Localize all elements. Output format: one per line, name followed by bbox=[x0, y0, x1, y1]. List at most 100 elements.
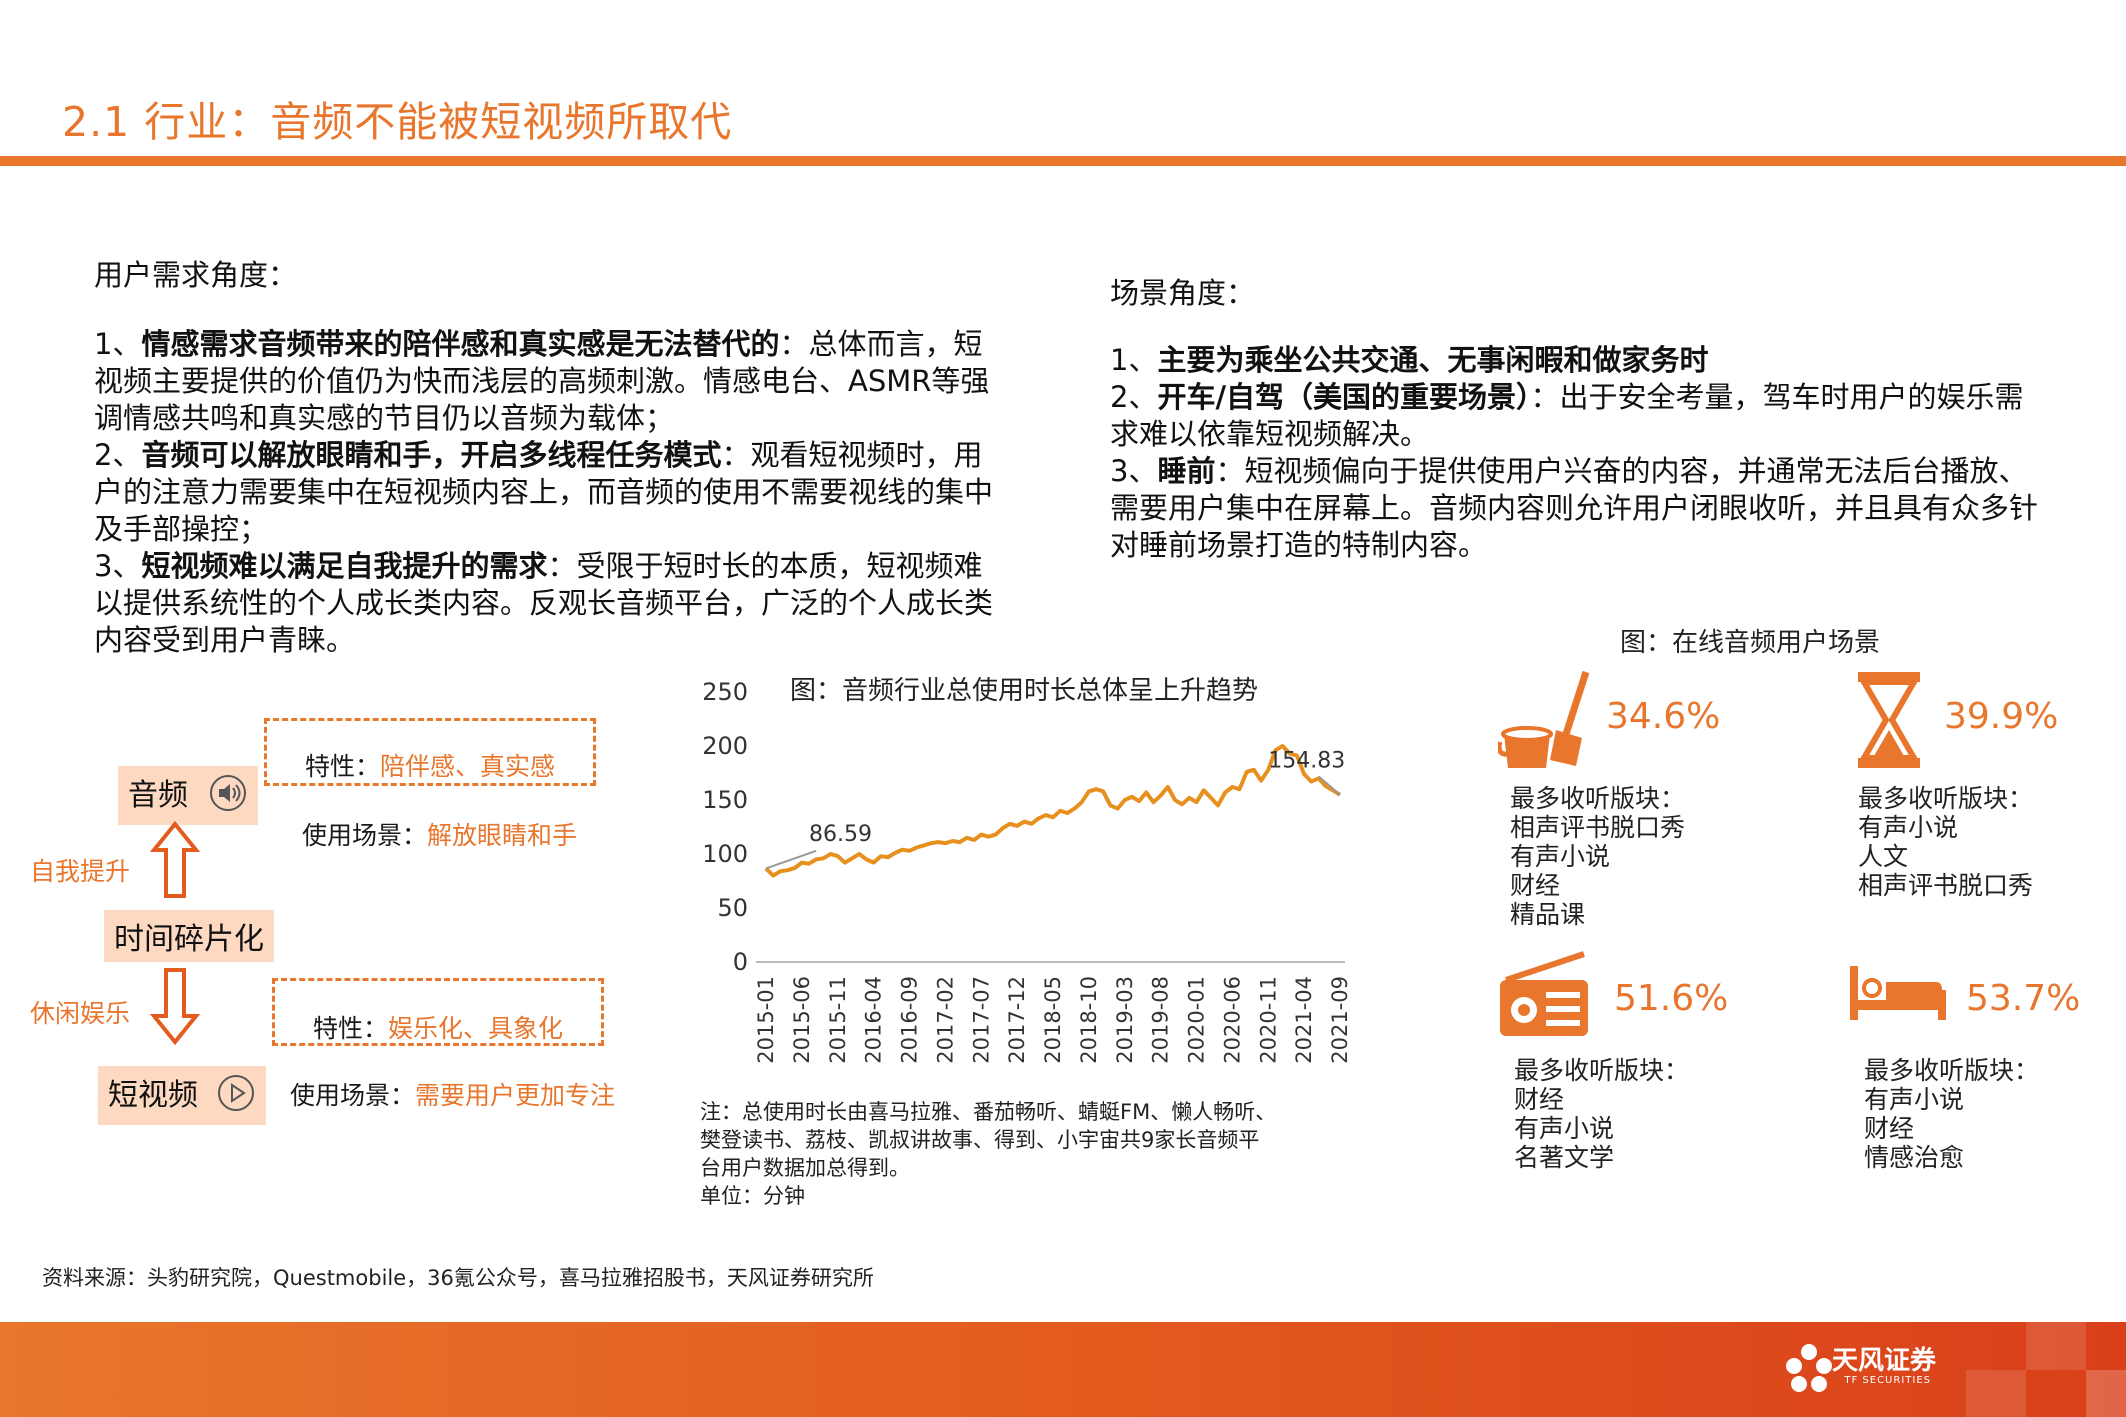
scene-4-label: 最多收听版块： bbox=[1864, 1056, 2040, 1085]
x-tick-label: 2017-12 bbox=[1005, 976, 1029, 1064]
video-scene-key: 使用场景： bbox=[290, 1081, 416, 1110]
x-tick-label: 2021-04 bbox=[1292, 976, 1316, 1064]
scene-1-line-4: 精品课 bbox=[1510, 900, 1586, 929]
scene-4-line-2: 财经 bbox=[1864, 1114, 1915, 1143]
cleaning-icon bbox=[1498, 670, 1590, 768]
user-demand-point-1: 1、情感需求音频带来的陪伴感和真实感是无法替代的：总体而言，短视频主要提供的价值… bbox=[94, 327, 990, 435]
scene-1-label: 最多收听版块： bbox=[1510, 784, 1686, 813]
chart-title: 图：音频行业总使用时长总体呈上升趋势 bbox=[790, 676, 1259, 706]
x-tick-label: 2018-10 bbox=[1077, 976, 1101, 1064]
up-label: 自我提升 bbox=[30, 857, 131, 886]
x-tick-label: 2015-01 bbox=[754, 976, 778, 1064]
scene-point-1: 1、主要为乘坐公共交通、无事闲暇和做家务时 bbox=[1110, 343, 1709, 377]
short-video-label: 短视频 bbox=[108, 1078, 198, 1113]
scene-heading: 场景角度： bbox=[1110, 276, 1256, 310]
x-tick-label: 2019-08 bbox=[1149, 976, 1173, 1064]
x-tick-label: 2018-05 bbox=[1041, 976, 1065, 1064]
down-arrow-icon bbox=[150, 968, 200, 1046]
y-tick-label: 100 bbox=[702, 840, 748, 868]
scene-point-3: 3、睡前：短视频偏向于提供使用户兴奋的内容，并通常无法后台播放、需要用户集中在屏… bbox=[1110, 454, 2039, 562]
audio-trait-key: 特性： bbox=[304, 752, 380, 781]
scene-3-line-2: 有声小说 bbox=[1514, 1114, 1615, 1143]
audio-scene-value: 解放眼睛和手 bbox=[427, 821, 578, 850]
audio-scene-key: 使用场景： bbox=[302, 821, 428, 850]
chart-note-line-1: 注：总使用时长由喜马拉雅、番茄畅听、蜻蜓FM、懒人畅听、 bbox=[700, 1100, 1277, 1124]
scene-3-text: 最多收听版块： 财经 有声小说 名著文学 bbox=[1514, 1056, 1689, 1172]
scene-2-label: 最多收听版块： bbox=[1858, 784, 2034, 813]
video-scene-value: 需要用户更加专注 bbox=[415, 1081, 616, 1110]
chart-note-line-2: 樊登读书、荔枝、凯叔讲故事、得到、小宇宙共9家长音频平 bbox=[700, 1128, 1260, 1152]
footer-bar bbox=[0, 1322, 2126, 1417]
video-scene: 使用场景：需要用户更加专注 bbox=[290, 1076, 615, 1112]
scene-3-line-1: 财经 bbox=[1514, 1085, 1565, 1114]
scene-2-pct: 39.9% bbox=[1944, 696, 2059, 737]
logo-flower-icon bbox=[1786, 1344, 1832, 1392]
scene-3-label: 最多收听版块： bbox=[1514, 1056, 1690, 1085]
y-tick-label: 150 bbox=[702, 786, 748, 814]
annotation-leader bbox=[1317, 775, 1341, 796]
x-tick-label: 2015-06 bbox=[790, 976, 814, 1064]
annotation-end: 154.83 bbox=[1268, 749, 1345, 774]
up-arrow-icon bbox=[150, 820, 200, 898]
y-tick-label: 50 bbox=[717, 894, 748, 922]
series-line bbox=[764, 744, 1342, 878]
source-note: 资料来源：头豹研究院，Questmobile，36氪公众号，喜马拉雅招股书，天风… bbox=[42, 1266, 874, 1290]
x-tick-label: 2020-06 bbox=[1220, 976, 1244, 1064]
scene-1-line-1: 相声评书脱口秀 bbox=[1510, 813, 1686, 842]
x-tick-label: 2020-01 bbox=[1185, 976, 1209, 1064]
scenes-title: 图：在线音频用户场景 bbox=[1620, 628, 1881, 658]
bed-icon bbox=[1850, 966, 1946, 1020]
annotation-start: 86.59 bbox=[809, 822, 872, 847]
scene-4-line-3: 情感治愈 bbox=[1864, 1143, 1965, 1172]
video-trait-key: 特性： bbox=[312, 1014, 388, 1043]
y-tick-label: 250 bbox=[702, 678, 748, 706]
video-trait-box: 特性：娱乐化、具象化 bbox=[272, 978, 604, 1046]
scene-point-2: 2、开车/自驾（美国的重要场景）：出于安全考量，驾车时用户的娱乐需求难以依靠短视… bbox=[1110, 380, 2024, 451]
audio-scene: 使用场景：解放眼睛和手 bbox=[302, 816, 577, 852]
x-tick-label: 2016-04 bbox=[862, 976, 886, 1064]
scene-points: 1、主要为乘坐公共交通、无事闲暇和做家务时 2、开车/自驾（美国的重要场景）：出… bbox=[1110, 342, 2050, 564]
usage-line-chart: 0 50 100 150 200 250 2015-01 2015-06 2015-11 2016… bbox=[702, 678, 1352, 1064]
page-title: 2.1 行业：音频不能被短视频所取代 bbox=[62, 98, 733, 146]
annotation-leader bbox=[765, 849, 817, 870]
audio-box: 音频 bbox=[118, 766, 258, 825]
chart-unit: 单位：分钟 bbox=[700, 1184, 805, 1208]
user-demand-point-3: 3、短视频难以满足自我提升的需求：受限于短时长的本质，短视频难以提供系统性的个人… bbox=[94, 549, 994, 657]
audio-trait-value: 陪伴感、真实感 bbox=[380, 752, 556, 781]
chart-notes: 注：总使用时长由喜马拉雅、番茄畅听、蜻蜓FM、懒人畅听、 樊登读书、荔枝、凯叔讲… bbox=[700, 1098, 1276, 1210]
scene-1-text: 最多收听版块： 相声评书脱口秀 有声小说 财经 精品课 bbox=[1510, 784, 1685, 929]
x-tick-label: 2015-11 bbox=[826, 976, 850, 1064]
scene-2-line-3: 相声评书脱口秀 bbox=[1858, 871, 2034, 900]
x-tick-label: 2017-07 bbox=[969, 976, 993, 1064]
scene-2-line-2: 人文 bbox=[1858, 842, 1909, 871]
radio-icon bbox=[1500, 951, 1588, 1036]
chart-note-line-3: 台用户数据加总得到。 bbox=[700, 1156, 910, 1180]
short-video-box: 短视频 bbox=[98, 1066, 266, 1125]
down-label: 休闲娱乐 bbox=[30, 999, 131, 1028]
play-icon bbox=[216, 1073, 256, 1121]
speaker-icon bbox=[208, 773, 248, 821]
scene-1-pct: 34.6% bbox=[1606, 696, 1721, 737]
scene-1-line-3: 财经 bbox=[1510, 871, 1561, 900]
logo-text: 天风证券 bbox=[1831, 1346, 1936, 1376]
scene-4-pct: 53.7% bbox=[1966, 978, 2081, 1019]
scene-1-line-2: 有声小说 bbox=[1510, 842, 1611, 871]
video-trait-value: 娱乐化、具象化 bbox=[388, 1014, 564, 1043]
user-demand-heading: 用户需求角度： bbox=[94, 258, 298, 292]
title-divider bbox=[0, 156, 2126, 166]
x-tick-label: 2021-09 bbox=[1328, 976, 1352, 1064]
logo-subtext: TF SECURITIES bbox=[1844, 1375, 1931, 1386]
audio-label: 音频 bbox=[128, 778, 188, 813]
fragmented-time-box: 时间碎片化 bbox=[104, 910, 274, 962]
hourglass-icon bbox=[1858, 672, 1920, 768]
x-tick-label: 2019-03 bbox=[1113, 976, 1137, 1064]
user-demand-points: 1、情感需求音频带来的陪伴感和真实感是无法替代的：总体而言，短视频主要提供的价值… bbox=[94, 326, 999, 659]
user-demand-point-2: 2、音频可以解放眼睛和手，开启多线程任务模式：观看短视频时，用户的注意力需要集中… bbox=[94, 438, 994, 546]
y-tick-label: 200 bbox=[702, 732, 748, 760]
x-tick-label: 2016-09 bbox=[898, 976, 922, 1064]
scene-4-line-1: 有声小说 bbox=[1864, 1085, 1965, 1114]
audio-trait-box: 特性：陪伴感、真实感 bbox=[264, 718, 596, 786]
x-tick-label: 2020-11 bbox=[1256, 976, 1280, 1064]
y-tick-label: 0 bbox=[733, 948, 748, 976]
scene-4-text: 最多收听版块： 有声小说 财经 情感治愈 bbox=[1864, 1056, 2039, 1172]
